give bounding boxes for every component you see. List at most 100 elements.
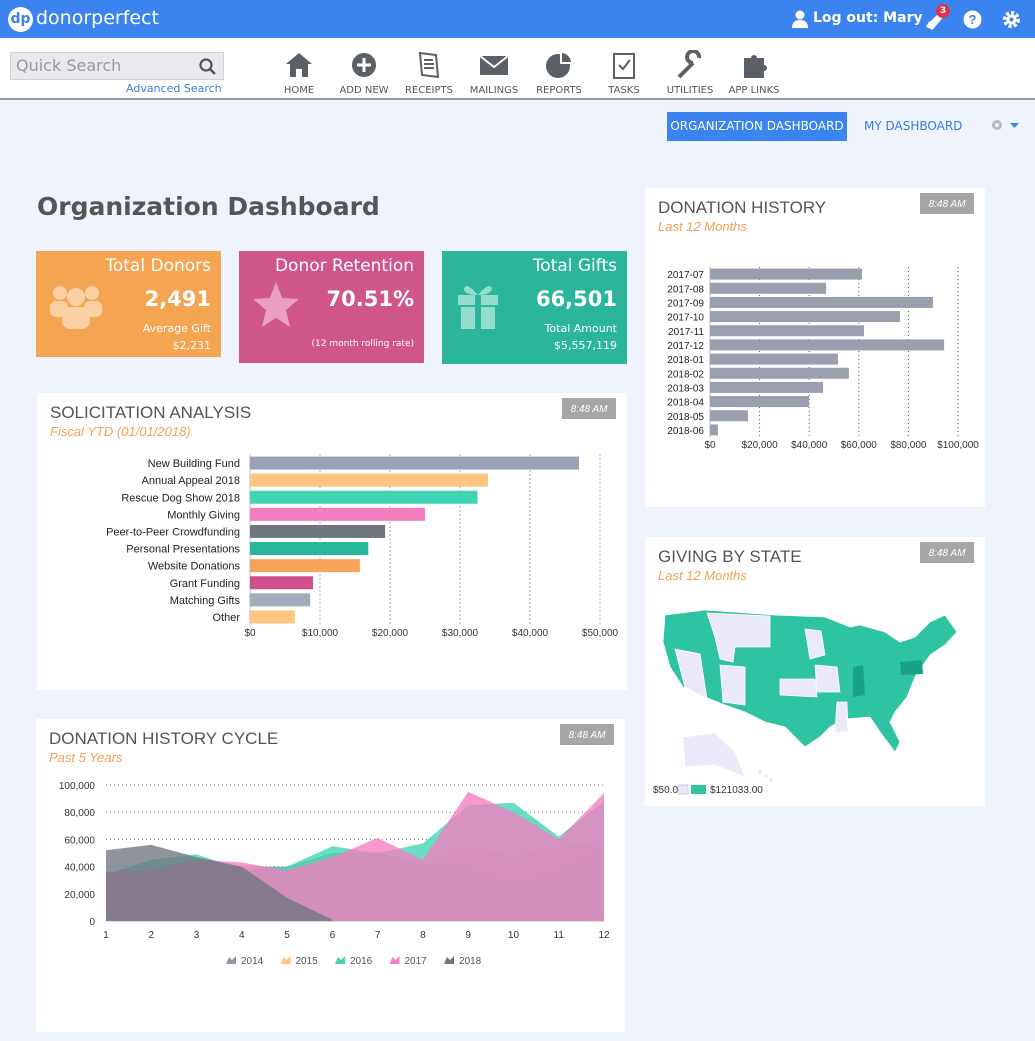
nav-icon — [613, 53, 635, 79]
bar — [710, 339, 945, 351]
bar — [710, 410, 748, 422]
nav-label: TASKS — [608, 85, 640, 96]
timestamp-badge — [560, 724, 614, 745]
legend-swatch — [691, 785, 706, 794]
chart-subtitle: Fiscal YTD (01/01/2018) — [50, 424, 191, 439]
x-tick-label: 10 — [508, 930, 520, 941]
y-tick-label: Grant Funding — [170, 578, 240, 590]
bar — [710, 381, 824, 393]
nav-label: UTILITIES — [666, 85, 714, 96]
nav-icon — [479, 55, 509, 75]
nav-label: RECEIPTS — [404, 85, 453, 96]
bar — [250, 610, 295, 624]
timestamp-badge — [562, 398, 616, 419]
chart: SOLICITATION ANALYSIS Fiscal YTD (01/01/2… — [50, 398, 619, 639]
bar — [710, 353, 838, 365]
x-tick-label: 9 — [465, 930, 471, 941]
page-title: Organization Dashboard — [37, 192, 380, 221]
legend-label: 2018 — [459, 956, 482, 967]
logo-mark[interactable]: dp — [8, 7, 33, 32]
chart-subtitle: Last 12 Months — [658, 568, 747, 583]
user-icon — [792, 10, 808, 28]
panel: SOLICITATION ANALYSIS Fiscal YTD (01/01/2… — [37, 393, 627, 690]
logo[interactable]: donorperfect — [36, 7, 159, 29]
bar — [710, 268, 863, 280]
x-tick-label: 4 — [239, 930, 245, 941]
legend-label: 2017 — [405, 956, 428, 967]
nav-item[interactable]: UTILITIES — [658, 49, 722, 96]
nav-item[interactable]: MAILINGS — [462, 50, 526, 96]
legend-label: 2014 — [241, 956, 264, 967]
x-tick-label: 7 — [375, 930, 381, 941]
x-tick-label: $20,000 — [742, 440, 779, 451]
y-tick-label: Website Donations — [148, 561, 241, 573]
x-tick-label: $20,000 — [372, 628, 409, 639]
chart-title: GIVING BY STATE — [658, 547, 802, 566]
x-tick-label: $40,000 — [512, 628, 549, 639]
chart-subtitle: Last 12 Months — [658, 219, 747, 234]
nav-item[interactable]: RECEIPTS — [397, 50, 461, 96]
y-tick-label: 2017-12 — [667, 341, 704, 352]
x-tick-label: 11 — [554, 930, 565, 941]
y-tick-label: 2018-05 — [667, 412, 704, 423]
y-tick-label: 2017-09 — [667, 298, 704, 309]
nav-icon — [286, 53, 312, 77]
legend-swatch — [677, 784, 689, 795]
legend-label: 2015 — [296, 956, 319, 967]
card: Total Gifts 66,501 Total Amount $5,557,1… — [442, 251, 627, 364]
x-tick-label: 5 — [284, 930, 290, 941]
y-tick-label: Peer-to-Peer Crowdfunding — [106, 526, 240, 538]
bar — [250, 507, 425, 521]
card-value: 66,501 — [535, 287, 617, 311]
chart: DONATION HISTORY Last 12 Months 8:48 AM $0 $… — [658, 193, 979, 451]
card-sub-label: (12 month rolling rate) — [311, 339, 414, 349]
card-sub-value: $2,231 — [172, 339, 212, 352]
x-tick-label: 2 — [148, 930, 154, 941]
card-title: Total Gifts — [532, 256, 617, 276]
nav-label: APP LINKS — [728, 85, 780, 96]
nav-bar: Quick Search Advanced Search HOME ADD NEW… — [0, 38, 1035, 100]
y-tick-label: 40,000 — [64, 863, 95, 874]
card: Total Donors 2,491 Average Gift $2,231 — [36, 251, 221, 357]
x-tick-label: $60,000 — [841, 440, 878, 451]
bar — [250, 456, 579, 470]
header: dp donorperfect Log out: Mary 3 ? — [0, 0, 1035, 38]
card-title: Total Donors — [105, 256, 211, 276]
y-tick-label: 60,000 — [64, 835, 95, 846]
advanced-search[interactable]: Advanced Search — [126, 82, 222, 95]
card-value: 70.51% — [326, 287, 414, 311]
y-tick-label: 100,000 — [59, 781, 96, 792]
y-tick-label: 2017-10 — [667, 313, 704, 324]
nav-label: HOME — [283, 85, 315, 96]
nav-item[interactable]: REPORTS — [527, 50, 591, 96]
bar — [710, 282, 827, 294]
y-tick-label: Personal Presentations — [126, 544, 240, 556]
nav-item[interactable]: TASKS — [592, 50, 656, 96]
x-tick-label: 1 — [103, 930, 109, 941]
timestamp: 8:48 AM — [571, 404, 609, 415]
help-icon[interactable]: ? — [963, 10, 982, 29]
nav-icon — [546, 50, 574, 78]
nav-item[interactable]: HOME — [267, 50, 331, 96]
bar — [710, 311, 900, 323]
bar — [250, 490, 478, 504]
logout[interactable]: Log out: Mary — [813, 10, 923, 26]
nav-item[interactable]: APP LINKS — [722, 50, 786, 96]
y-tick-label: 2017-08 — [667, 284, 704, 295]
bar — [250, 473, 488, 487]
nav-item[interactable]: ADD NEW — [332, 50, 396, 96]
tab-active[interactable]: ORGANIZATION DASHBOARD — [667, 112, 847, 141]
card-sub-value: $5,557,119 — [554, 339, 617, 352]
y-tick-label: 80,000 — [64, 808, 95, 819]
bar — [250, 542, 369, 556]
tab[interactable]: MY DASHBOARD — [864, 119, 963, 133]
dashboard-settings[interactable] — [990, 118, 1022, 132]
y-tick-label: Rescue Dog Show 2018 — [121, 492, 240, 504]
timestamp: 8:48 AM — [569, 730, 607, 741]
chart: GIVING BY STATE Last 12 Months 8:48 AM $50.… — [653, 542, 974, 796]
search-box[interactable]: Quick Search — [10, 52, 224, 80]
settings-icon[interactable] — [1002, 10, 1021, 29]
search-icon[interactable] — [199, 58, 217, 76]
bar — [250, 593, 311, 607]
